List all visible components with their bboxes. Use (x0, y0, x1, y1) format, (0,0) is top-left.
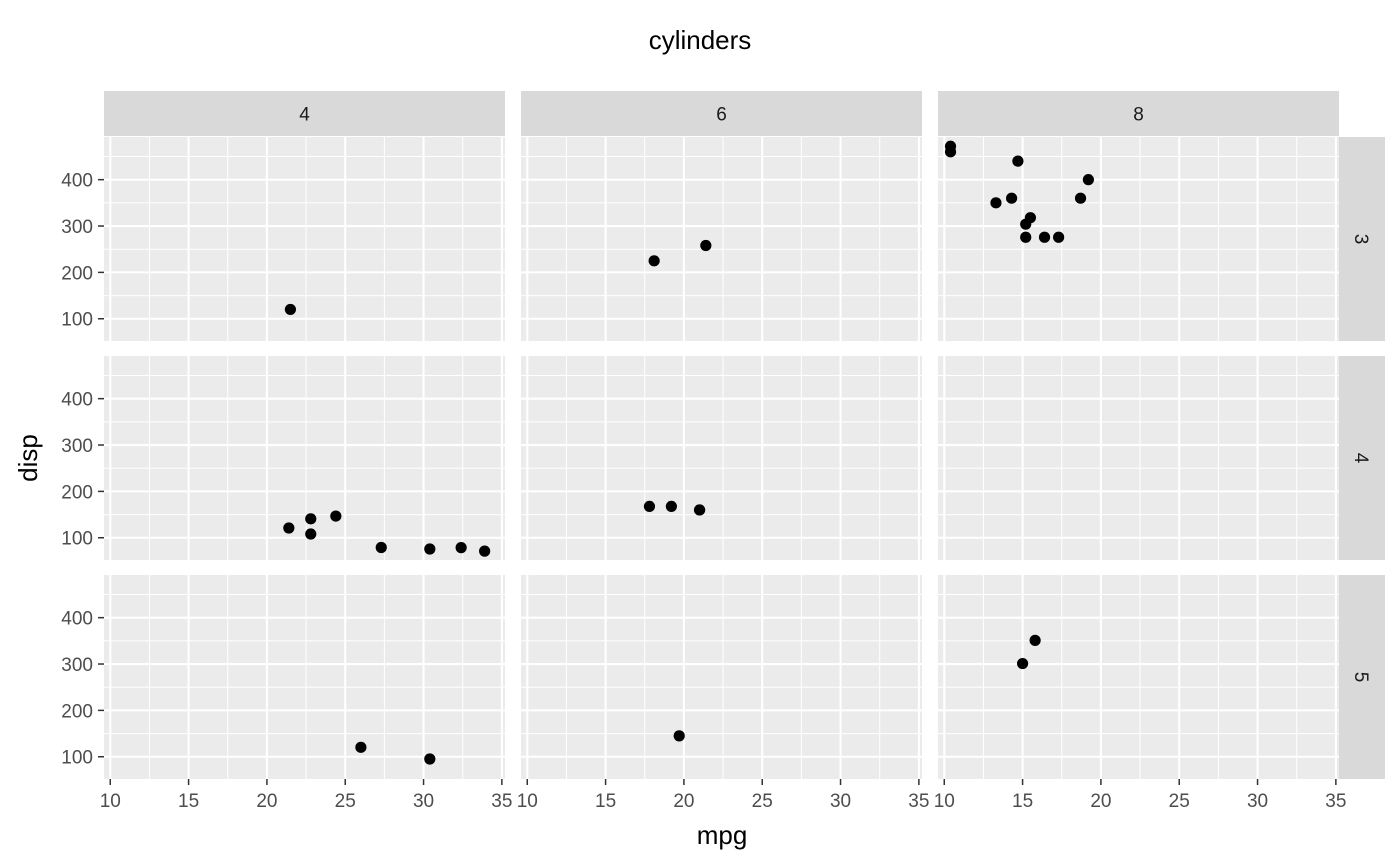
panel-background (938, 575, 1339, 779)
data-point (648, 255, 660, 267)
data-point (944, 146, 957, 158)
data-point (673, 730, 685, 742)
panel-background (104, 137, 505, 341)
panel-background (938, 137, 1339, 341)
column-strip-label: 8 (1133, 105, 1144, 126)
data-point (700, 239, 712, 252)
y-tick-label: 200 (61, 701, 93, 722)
x-tick-label: 30 (1247, 791, 1268, 812)
data-point (1053, 231, 1065, 243)
x-tick-label: 35 (1325, 791, 1346, 812)
row-strip-label: 4 (1350, 453, 1371, 464)
data-point (305, 513, 317, 525)
data-point (424, 753, 436, 765)
panel-background (104, 356, 505, 560)
x-tick-label: 35 (908, 791, 929, 812)
row-strip-3 (1339, 137, 1385, 341)
data-point (330, 510, 342, 522)
data-point (665, 500, 677, 513)
data-point (424, 543, 436, 555)
panel-background (521, 356, 922, 560)
x-tick-label: 25 (335, 791, 356, 812)
data-point (1038, 231, 1051, 243)
panel-background (521, 575, 922, 779)
y-tick-label: 100 (61, 748, 93, 769)
y-tick-label: 300 (61, 217, 93, 238)
y-axis-title: disp (13, 434, 43, 482)
column-strip-6 (521, 91, 922, 136)
row-strip-label: 5 (1350, 672, 1371, 683)
column-strip-label: 4 (299, 105, 310, 126)
x-tick-label: 30 (413, 791, 434, 812)
x-tick-label: 15 (178, 791, 199, 812)
data-point (990, 197, 1002, 209)
data-point (375, 541, 387, 554)
y-tick-label: 100 (61, 310, 93, 331)
panel-background (521, 137, 922, 341)
y-tick-label: 200 (61, 482, 93, 503)
data-point (693, 504, 706, 516)
x-tick-label: 15 (595, 791, 616, 812)
row-strip-5 (1339, 575, 1385, 779)
x-tick-label: 10 (934, 791, 955, 812)
column-strip-4 (104, 91, 505, 136)
x-tick-label: 25 (1169, 791, 1190, 812)
data-point (1020, 231, 1032, 243)
data-point (455, 542, 467, 554)
data-point (283, 522, 295, 534)
x-tick-label: 10 (517, 791, 538, 812)
x-tick-label: 20 (673, 791, 694, 812)
x-tick-label: 25 (752, 791, 773, 812)
column-strip-label: 6 (716, 105, 727, 126)
data-point (1006, 192, 1018, 204)
data-point (1016, 657, 1029, 670)
y-tick-label: 300 (61, 655, 93, 676)
data-point (1020, 218, 1032, 230)
data-point (305, 528, 317, 540)
y-tick-label: 200 (61, 263, 93, 284)
data-point (1029, 634, 1041, 646)
chart-title: cylinders (649, 25, 752, 55)
data-point (1012, 155, 1024, 167)
y-tick-label: 400 (61, 609, 93, 630)
row-strip-4 (1339, 356, 1385, 560)
x-tick-label: 30 (830, 791, 851, 812)
x-tick-label: 20 (256, 791, 277, 812)
y-tick-label: 100 (61, 529, 93, 550)
data-point (1074, 192, 1087, 204)
data-point (1082, 174, 1094, 186)
facet-grid: 4 6 8 3 4 5 100 200 300 400 100 200 300 400 100 200 300 4… (61, 91, 1385, 812)
panel-background (938, 356, 1339, 560)
x-tick-label: 35 (491, 791, 512, 812)
data-point (284, 303, 297, 316)
data-point (479, 545, 491, 557)
x-tick-label: 15 (1012, 791, 1033, 812)
data-point (643, 500, 656, 513)
y-tick-label: 400 (61, 390, 93, 411)
x-tick-label: 20 (1090, 791, 1111, 812)
x-axis-title: mpg (697, 820, 748, 850)
row-strip-label: 3 (1350, 234, 1371, 245)
y-tick-label: 400 (61, 171, 93, 192)
panel-background (104, 575, 505, 779)
x-tick-label: 10 (100, 791, 121, 812)
data-point (355, 741, 367, 753)
column-strip-8 (938, 91, 1339, 136)
y-tick-label: 300 (61, 436, 93, 457)
